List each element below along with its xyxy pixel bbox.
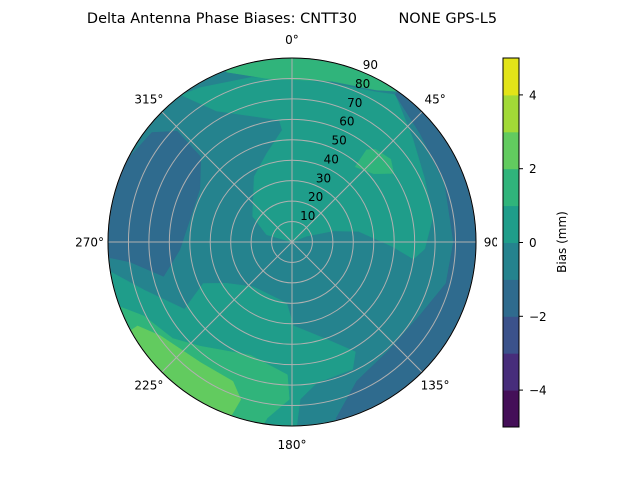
r-tick-label: 10 <box>300 209 315 223</box>
theta-tick-label: 225° <box>134 379 163 393</box>
colorbar-tick-label: −2 <box>529 310 547 324</box>
theta-tick-label: 135° <box>421 379 450 393</box>
theta-gridline <box>161 241 293 373</box>
theta-gridline <box>291 241 423 373</box>
colorbar-band <box>503 58 519 96</box>
colorbar-band <box>503 242 519 280</box>
r-tick-label: 30 <box>316 171 331 185</box>
colorbar-band <box>503 131 519 170</box>
colorbar-label: Bias (mm) <box>555 211 569 273</box>
theta-tick-label: 180° <box>278 438 307 452</box>
r-tick-label: 50 <box>331 134 346 148</box>
r-tick-label: 60 <box>339 115 354 129</box>
contour-region-2 <box>354 149 394 174</box>
colorbar-band <box>503 279 519 317</box>
chart-title: Delta Antenna Phase Biases: CNTT30 NONE … <box>87 11 497 27</box>
colorbar-tick-label: 4 <box>529 88 537 102</box>
theta-gridline <box>161 111 293 243</box>
polar-frame <box>107 57 477 427</box>
colorbar-band <box>503 390 519 428</box>
colorbar-tick-label: 2 <box>529 162 537 176</box>
r-tick-label: 80 <box>355 77 370 91</box>
colorbar-band <box>503 353 519 391</box>
polar-grid <box>107 57 477 427</box>
colorbar-tick-label: −4 <box>529 384 547 398</box>
r-tick-label: 70 <box>347 96 362 110</box>
theta-tick-label: 0° <box>285 33 299 47</box>
colorbar-band <box>503 316 519 354</box>
theta-tick-label: 270° <box>75 236 104 250</box>
theta-tick-label: 315° <box>134 92 163 106</box>
r-tick-labels: 10 20 30 40 50 60 70 80 90 <box>300 58 378 223</box>
colorbar-band <box>503 94 519 133</box>
colorbar-tick-label: 0 <box>529 236 537 250</box>
colorbar: 4 2 0 −2 −4 <box>497 56 547 429</box>
r-tick-label: 40 <box>324 152 339 166</box>
theta-tick-labels: 0°45°90°135°180°225°270°315° <box>75 33 505 452</box>
theta-tick-label: 45° <box>424 92 445 106</box>
colorbar-band <box>503 168 519 207</box>
contour-region-0 <box>181 77 434 260</box>
r-tick-label: 20 <box>308 190 323 204</box>
r-tick-label: 90 <box>363 58 378 72</box>
theta-gridline <box>291 111 423 243</box>
colorbar-band <box>503 205 519 243</box>
